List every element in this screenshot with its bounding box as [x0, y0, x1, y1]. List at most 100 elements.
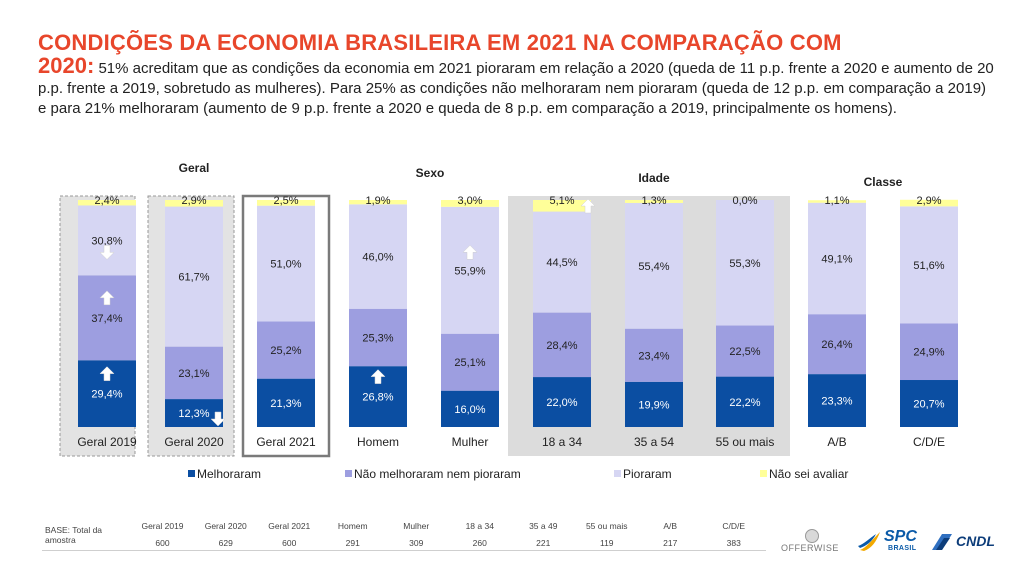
data-label-geral-2019-pioraram: 30,8% — [91, 235, 122, 247]
bar-mulher-nao-sei-avaliar — [441, 200, 499, 207]
data-label-mulher-pioraram: 55,9% — [454, 265, 485, 277]
base-sample-cell-mulher: Mulher 309 — [384, 519, 448, 551]
legend-swatch-nao-sei-avaliar — [760, 470, 767, 477]
legend-swatch-pioraram — [614, 470, 621, 477]
data-label-c-d-e-pioraram: 51,6% — [913, 260, 944, 272]
x-tick-label-18-a-34: 18 a 34 — [542, 435, 582, 449]
base-sample-value: 291 — [345, 538, 360, 548]
group-label-sexo: Sexo — [416, 166, 445, 180]
base-sample-value: 217 — [663, 538, 678, 548]
bar-55-ou-mais-melhoraram — [716, 376, 774, 427]
data-label-geral-2020-nao-sei-avaliar: 2,9% — [181, 195, 206, 207]
bar-homem-nao-melhoraram-nem-pioraram — [349, 308, 407, 367]
x-tick-label-geral-2021: Geral 2021 — [256, 435, 316, 449]
page-title: CONDIÇÕES DA ECONOMIA BRASILEIRA EM 2021… — [38, 30, 842, 55]
stacked-bar-chart: Geral Sexo Idade Classe 29,4% 37,4% 30,8% 2,4% G… — [59, 161, 958, 481]
bar-18-a-34-pioraram — [533, 211, 591, 313]
bar-geral-2021-nao-sei-avaliar — [257, 200, 315, 206]
data-label-mulher-nao-melhoraram-nem-pioraram: 25,1% — [454, 357, 485, 369]
summary-text: 51% acreditam que as condições da econom… — [38, 60, 994, 117]
base-sample-column-header: C/D/E — [722, 521, 746, 531]
bar-35-a-54-nao-melhoraram-nem-pioraram — [625, 328, 683, 382]
data-label-a-b-nao-sei-avaliar: 1,1% — [824, 195, 849, 207]
arrow-up-icon — [370, 369, 386, 384]
bar-a-b-nao-sei-avaliar — [808, 200, 866, 203]
data-label-geral-2021-nao-melhoraram-nem-pioraram: 25,2% — [270, 345, 301, 357]
data-label-35-a-54-pioraram: 55,4% — [638, 261, 669, 273]
bar-18-a-34-nao-sei-avaliar — [533, 200, 591, 212]
data-label-geral-2019-nao-sei-avaliar: 2,4% — [94, 195, 119, 207]
data-label-35-a-54-nao-melhoraram-nem-pioraram: 23,4% — [638, 350, 669, 362]
data-label-a-b-melhoraram: 23,3% — [821, 396, 852, 408]
data-label-geral-2021-nao-sei-avaliar: 2,5% — [273, 195, 298, 207]
data-label-35-a-54-melhoraram: 19,9% — [638, 399, 669, 411]
bar-18-a-34-melhoraram — [533, 377, 591, 427]
title-block: CONDIÇÕES DA ECONOMIA BRASILEIRA EM 2021… — [38, 30, 998, 119]
bar-geral-2021-nao-melhoraram-nem-pioraram — [257, 321, 315, 379]
x-tick-label-c-d-e: C/D/E — [913, 435, 945, 449]
data-label-c-d-e-nao-melhoraram-nem-pioraram: 24,9% — [913, 347, 944, 359]
offerwise-mark-icon — [805, 529, 819, 543]
data-label-homem-nao-sei-avaliar: 1,9% — [365, 195, 390, 207]
data-label-geral-2020-melhoraram: 12,3% — [178, 408, 209, 420]
bar-homem-pioraram — [349, 204, 407, 309]
bar-a-b-pioraram — [808, 202, 866, 315]
arrow-down-icon — [99, 245, 115, 260]
legend-label-nao-sei-avaliar: Não sei avaliar — [769, 467, 848, 481]
base-sample-value: 260 — [472, 538, 487, 548]
bar-55-ou-mais-nao-melhoraram-nem-pioraram — [716, 325, 774, 377]
data-label-geral-2019-melhoraram: 29,4% — [91, 389, 122, 401]
bar-a-b-melhoraram — [808, 374, 866, 427]
data-label-18-a-34-melhoraram: 22,0% — [546, 397, 577, 409]
base-sample-column-header: Geral 2019 — [141, 521, 184, 531]
spc-mark-icon — [858, 532, 880, 551]
x-tick-label-55-ou-mais: 55 ou mais — [716, 435, 775, 449]
data-label-mulher-melhoraram: 16,0% — [454, 404, 485, 416]
data-label-homem-pioraram: 46,0% — [362, 252, 393, 264]
base-sample-value: 629 — [218, 538, 233, 548]
offerwise-logo: OFFERWISE — [780, 529, 846, 555]
base-sample-value: 221 — [536, 538, 551, 548]
base-sample-column-header: A/B — [663, 521, 678, 531]
base-sample-value: 383 — [726, 538, 741, 548]
base-sample-column-header: Mulher — [403, 521, 430, 531]
base-sample-value: 600 — [155, 538, 170, 548]
bar-geral-2021-melhoraram — [257, 378, 315, 427]
data-label-55-ou-mais-melhoraram: 22,2% — [729, 397, 760, 409]
spc-brasil-logo: SPC BRASIL — [858, 527, 917, 557]
group-label-classe: Classe — [864, 175, 903, 189]
arrow-up-icon — [99, 290, 115, 306]
data-label-homem-melhoraram: 26,8% — [362, 392, 393, 404]
base-sample-label: BASE: Total da amostra — [42, 519, 131, 551]
bar-mulher-pioraram — [441, 206, 499, 334]
base-sample-cell-55-ou-mais: 55 ou mais 119 — [575, 519, 639, 551]
base-sample-column-header: Homem — [337, 521, 368, 531]
bar-35-a-54-pioraram — [625, 202, 683, 329]
bar-geral-2020-pioraram — [165, 206, 223, 347]
data-label-geral-2020-pioraram: 61,7% — [178, 272, 209, 284]
bar-35-a-54-melhoraram — [625, 381, 683, 427]
base-sample-cell-a-b: A/B 217 — [638, 519, 702, 551]
base-sample-column-header: 55 ou mais — [585, 521, 628, 531]
data-label-geral-2019-nao-melhoraram-nem-pioraram: 37,4% — [91, 313, 122, 325]
data-label-homem-nao-melhoraram-nem-pioraram: 25,3% — [362, 332, 393, 344]
arrow-up-icon — [462, 244, 478, 260]
bar-c-d-e-nao-sei-avaliar — [900, 199, 958, 207]
x-tick-label-35-a-54: 35 a 54 — [634, 435, 674, 449]
bar-c-d-e-melhoraram — [900, 380, 958, 427]
x-tick-label-geral-2019: Geral 2019 — [77, 435, 137, 449]
x-tick-label-homem: Homem — [357, 435, 399, 449]
data-label-geral-2020-nao-melhoraram-nem-pioraram: 23,1% — [178, 368, 209, 380]
arrow-up-icon — [99, 366, 115, 381]
x-tick-label-mulher: Mulher — [452, 435, 489, 449]
data-label-c-d-e-melhoraram: 20,7% — [913, 399, 944, 411]
legend-swatch-nao-melhoraram-nem-pioraram — [345, 470, 352, 477]
bar-geral-2020-nao-sei-avaliar — [165, 200, 223, 207]
base-sample-cell-homem: Homem 291 — [321, 519, 385, 551]
data-label-geral-2021-melhoraram: 21,3% — [270, 398, 301, 410]
geral-2021-highlight — [241, 194, 331, 458]
base-sample-cell-c-d-e: C/D/E 383 — [702, 519, 766, 551]
base-sample-column-header: 18 a 34 — [465, 521, 494, 531]
page-summary: 2020: 51% acreditam que as condições da … — [38, 55, 998, 119]
bar-mulher-nao-melhoraram-nem-pioraram — [441, 333, 499, 391]
